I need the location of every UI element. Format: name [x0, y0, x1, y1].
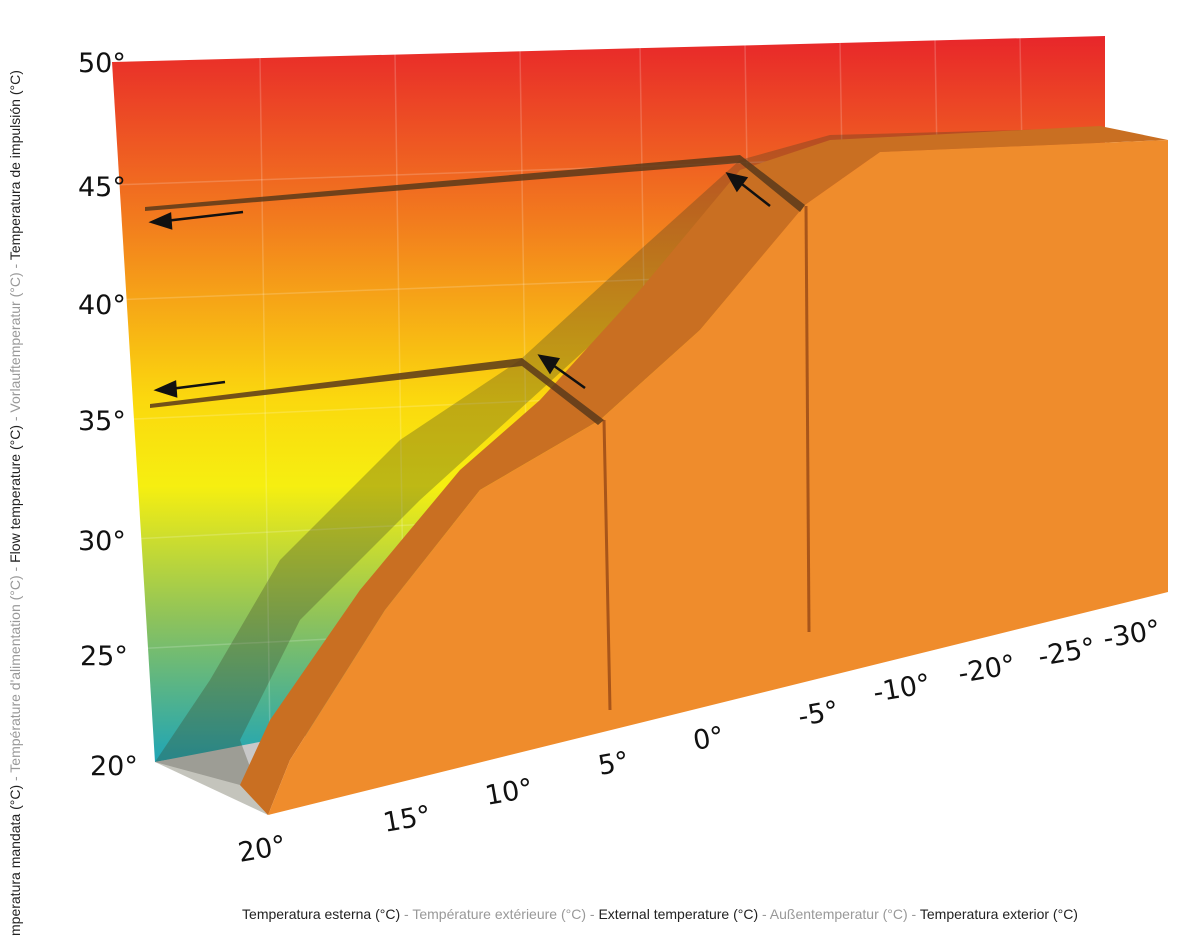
title-part: Außentemperatur (°C) — [770, 906, 908, 922]
illustration: 50° 45° 40° 35° 30° 25° 20° 20° 15° 10° 5° 0° -5° -10… — [0, 0, 1178, 939]
title-part: Vorlauftemperatur (°C) — [7, 272, 23, 412]
title-part: Temperatura exterior (°C) — [920, 906, 1078, 922]
x-tick-label: 15° — [381, 800, 434, 839]
title-part: Température extérieure (°C) — [412, 906, 586, 922]
title-part: Température d'alimentation (°C) — [7, 575, 23, 772]
y-tick-label: 50° — [78, 48, 126, 79]
x-tick-label: -5° — [796, 695, 841, 733]
y-tick-label: 20° — [90, 751, 138, 782]
y-tick-label: 30° — [78, 526, 126, 557]
separator: - — [908, 906, 920, 922]
separator: - — [400, 906, 412, 922]
separator: - — [586, 906, 598, 922]
title-part: Temperatura esterna (°C) — [242, 906, 400, 922]
title-part: External temperature (°C) — [598, 906, 758, 922]
separator: - — [758, 906, 770, 922]
separator: - — [7, 413, 23, 425]
x-tick-label: 0° — [691, 721, 727, 757]
x-tick-label: 20° — [236, 830, 289, 869]
separator: - — [7, 773, 23, 785]
x-tick-label: -20° — [956, 649, 1018, 690]
separator: - — [7, 563, 23, 575]
x-tick-label: -25° — [1036, 632, 1098, 673]
separator: - — [7, 260, 23, 272]
x-tick-label: 5° — [596, 746, 632, 782]
x-tick-label: 10° — [483, 773, 536, 812]
x-axis-title: Temperatura esterna (°C) - Température e… — [242, 906, 1078, 922]
y-tick-label: 40° — [78, 290, 126, 321]
y-tick-label: 35° — [78, 406, 126, 437]
title-part: mperatura mandata (°C) — [7, 785, 23, 936]
title-part: Flow temperature (°C) — [7, 425, 23, 563]
title-part: Temperatura de impulsión (°C) — [7, 70, 23, 260]
x-tick-label: -10° — [871, 668, 933, 709]
y-tick-label: 25° — [80, 641, 128, 672]
y-tick-label: 45° — [78, 172, 126, 203]
page: 50° 45° 40° 35° 30° 25° 20° 20° 15° 10° 5° 0° -5° -10… — [0, 0, 1178, 939]
y-axis-title: mperatura mandata (°C) - Température d'a… — [7, 70, 23, 936]
x-tick-label: -30° — [1101, 614, 1163, 655]
